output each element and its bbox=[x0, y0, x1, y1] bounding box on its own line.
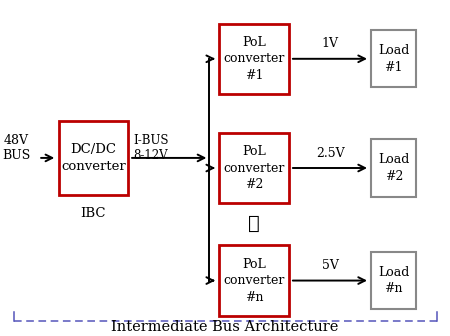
Text: DC/DC
converter: DC/DC converter bbox=[61, 143, 126, 173]
Text: 48V
BUS: 48V BUS bbox=[2, 134, 31, 162]
Text: 2.5V: 2.5V bbox=[316, 146, 345, 160]
Text: Load
#n: Load #n bbox=[378, 266, 410, 295]
Bar bbox=[219, 133, 289, 203]
Text: I-BUS
8-12V: I-BUS 8-12V bbox=[134, 134, 169, 162]
Text: IBC: IBC bbox=[81, 207, 106, 220]
Bar bbox=[219, 24, 289, 94]
Bar bbox=[371, 30, 416, 87]
Text: PoL
converter
#1: PoL converter #1 bbox=[224, 36, 285, 82]
Text: PoL
converter
#n: PoL converter #n bbox=[224, 258, 285, 303]
Text: ⋮: ⋮ bbox=[248, 214, 260, 233]
Text: Intermediate Bus Architecture: Intermediate Bus Architecture bbox=[111, 320, 339, 334]
Text: PoL
converter
#2: PoL converter #2 bbox=[224, 145, 285, 191]
Text: Load
#2: Load #2 bbox=[378, 153, 410, 183]
Bar bbox=[371, 139, 416, 197]
Bar bbox=[371, 252, 416, 309]
Text: 5V: 5V bbox=[322, 259, 338, 272]
Text: 1V: 1V bbox=[322, 37, 339, 50]
Bar bbox=[219, 245, 289, 316]
Bar bbox=[58, 121, 128, 195]
Text: Load
#1: Load #1 bbox=[378, 44, 410, 74]
